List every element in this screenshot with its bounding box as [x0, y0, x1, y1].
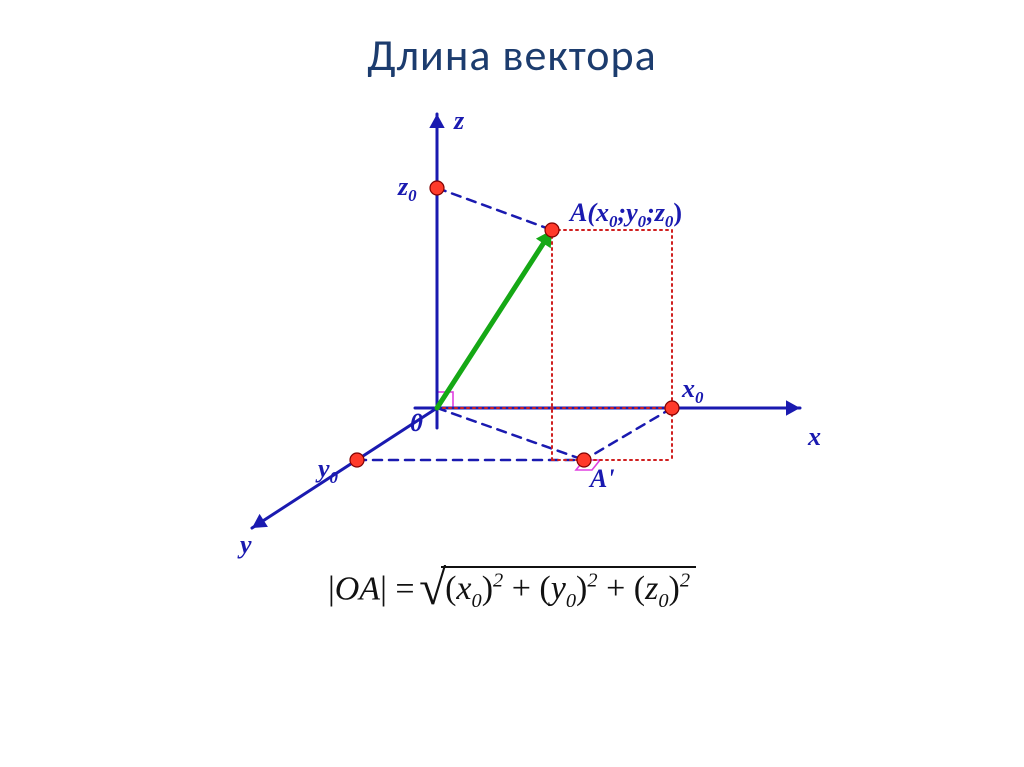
page-title: Длина вектора	[0, 28, 1024, 82]
point-Aprime-label: A'	[590, 464, 615, 494]
x0-label: x0	[682, 374, 703, 408]
z0-label: z0	[398, 172, 417, 206]
point-A-label: A(x0;y0;z0)	[570, 198, 682, 232]
axis-x-label: x	[808, 422, 821, 452]
diagram-container: z x y z0 x0 y0 0 A(x0;y0;z0) A'	[182, 102, 842, 552]
axis-z-label: z	[454, 106, 464, 136]
magnitude-formula: |OA| = √ (x0)2 + (y0)2 + (z0)2	[0, 570, 1024, 613]
y0-label: y0	[318, 454, 338, 488]
axis-y-label: y	[240, 530, 252, 560]
origin-label: 0	[410, 408, 423, 438]
coordinate-diagram	[182, 102, 842, 552]
